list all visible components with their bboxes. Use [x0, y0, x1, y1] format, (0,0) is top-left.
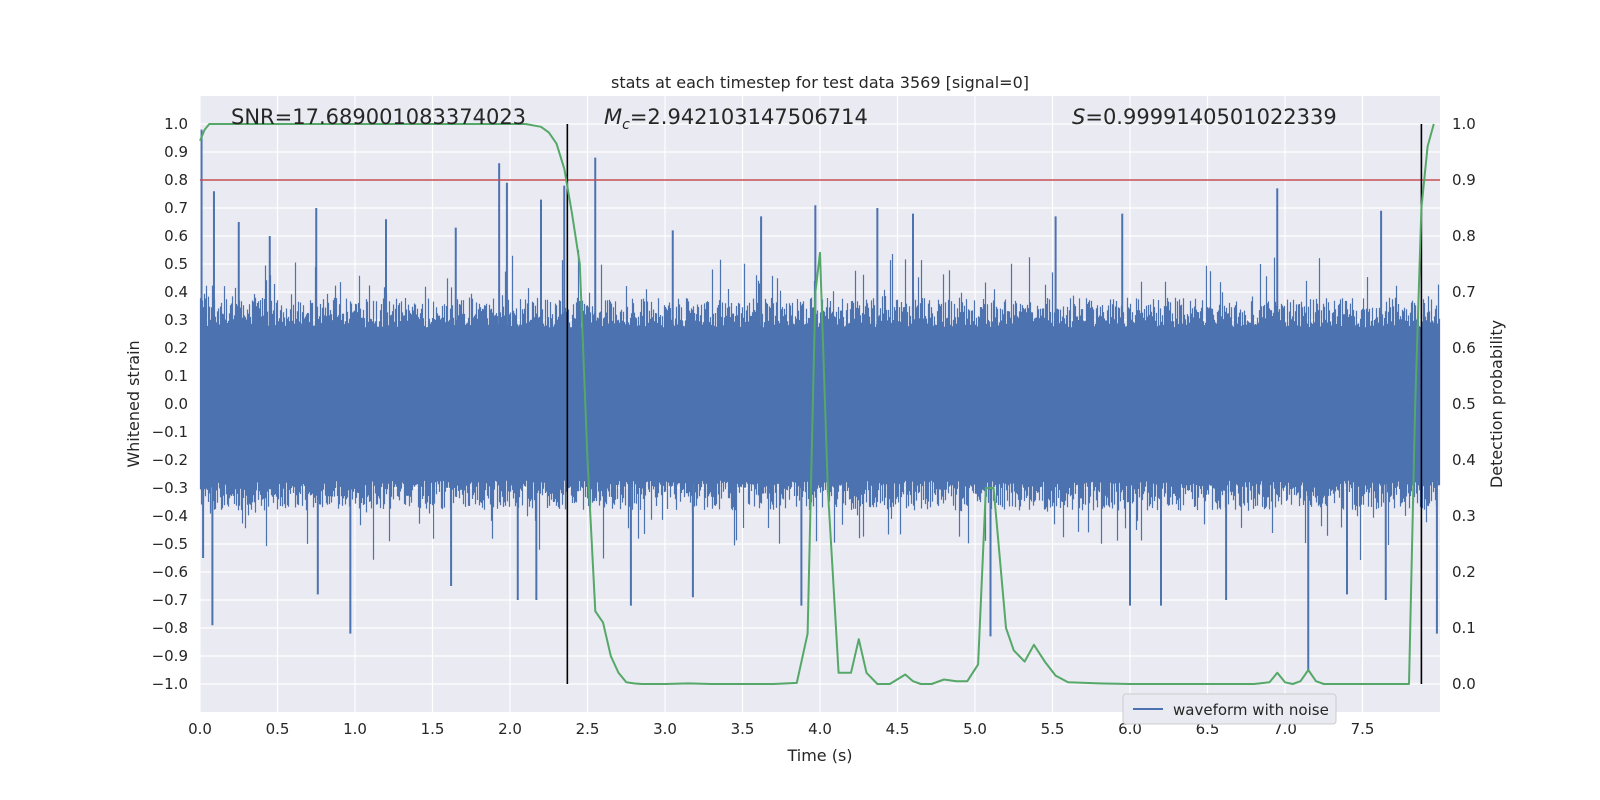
- y2-tick-label: 0.5: [1452, 395, 1476, 413]
- y-tick-label: −0.9: [152, 647, 188, 665]
- y-tick-label: −0.4: [152, 507, 188, 525]
- snr-annotation: SNR=17.689001083374023: [231, 105, 526, 129]
- y2-tick-label: 0.2: [1452, 563, 1476, 581]
- x-tick-label: 4.5: [886, 720, 910, 738]
- x-tick-label: 3.5: [731, 720, 755, 738]
- y-tick-label: 0.2: [164, 339, 188, 357]
- y2-tick-label: 0.4: [1452, 451, 1476, 469]
- y2-axis-label: Detection probability: [1487, 320, 1506, 488]
- y-tick-label: 0.9: [164, 143, 188, 161]
- x-tick-label: 0.0: [188, 720, 212, 738]
- y-tick-label: 0.5: [164, 255, 188, 273]
- y-tick-label: 0.4: [164, 283, 188, 301]
- detection-probability-line: [199, 123, 1435, 685]
- x-axis-label: Time (s): [786, 746, 852, 765]
- y-tick-label: −0.6: [152, 563, 188, 581]
- x-tick-label: 7.5: [1351, 720, 1375, 738]
- y-tick-label: −0.1: [152, 423, 188, 441]
- y2-tick-label: 0.9: [1452, 171, 1476, 189]
- y-tick-label: 0.7: [164, 199, 188, 217]
- y-tick-label: −0.7: [152, 591, 188, 609]
- y-tick-label: −0.5: [152, 535, 188, 553]
- waveform-noise: [199, 250, 1441, 560]
- chirp-mass-annotation: Mc=2.942103147506714: [604, 105, 868, 133]
- y2-tick-label: 0.1: [1452, 619, 1476, 637]
- y2-tick-label: 0.0: [1452, 675, 1476, 693]
- legend: waveform with noise: [1122, 693, 1337, 725]
- tick-labels: 0.0 0.5 1.0 1.5 2.0 2.5 3.0 3.5 4.0 4.5 5.0 5.5 6.0 6…: [152, 115, 1476, 738]
- legend-box: [1122, 693, 1337, 725]
- y2-tick-label: 0.8: [1452, 227, 1476, 245]
- y-axis-label: Whitened strain: [124, 340, 143, 467]
- y2-tick-label: 0.6: [1452, 339, 1476, 357]
- x-tick-label: 3.0: [653, 720, 677, 738]
- y2-tick-label: 0.7: [1452, 283, 1476, 301]
- x-tick-label: 1.0: [343, 720, 367, 738]
- y2-tick-label: 0.3: [1452, 507, 1476, 525]
- score-annotation: S=0.9999140501022339: [1072, 105, 1337, 129]
- x-tick-label: 5.0: [963, 720, 987, 738]
- y-tick-label: −1.0: [152, 675, 188, 693]
- x-tick-label: 2.0: [498, 720, 522, 738]
- y-tick-label: 0.3: [164, 311, 188, 329]
- y-tick-label: 0.1: [164, 367, 188, 385]
- y-tick-label: −0.2: [152, 451, 188, 469]
- y2-tick-label: 1.0: [1452, 115, 1476, 133]
- y-tick-label: 0.8: [164, 171, 188, 189]
- x-tick-label: 5.5: [1041, 720, 1065, 738]
- probability-series: [199, 123, 1435, 685]
- chart-title: stats at each timestep for test data 356…: [611, 73, 1029, 92]
- legend-label: waveform with noise: [1173, 701, 1329, 719]
- y-tick-label: 1.0: [164, 115, 188, 133]
- y-tick-label: −0.8: [152, 619, 188, 637]
- x-tick-label: 2.5: [576, 720, 600, 738]
- y-tick-label: 0.6: [164, 227, 188, 245]
- x-tick-label: 4.0: [808, 720, 832, 738]
- y-tick-label: 0.0: [164, 395, 188, 413]
- x-tick-label: 1.5: [421, 720, 445, 738]
- y-tick-label: −0.3: [152, 479, 188, 497]
- waveform-series: [199, 129, 1441, 670]
- x-tick-label: 0.5: [266, 720, 290, 738]
